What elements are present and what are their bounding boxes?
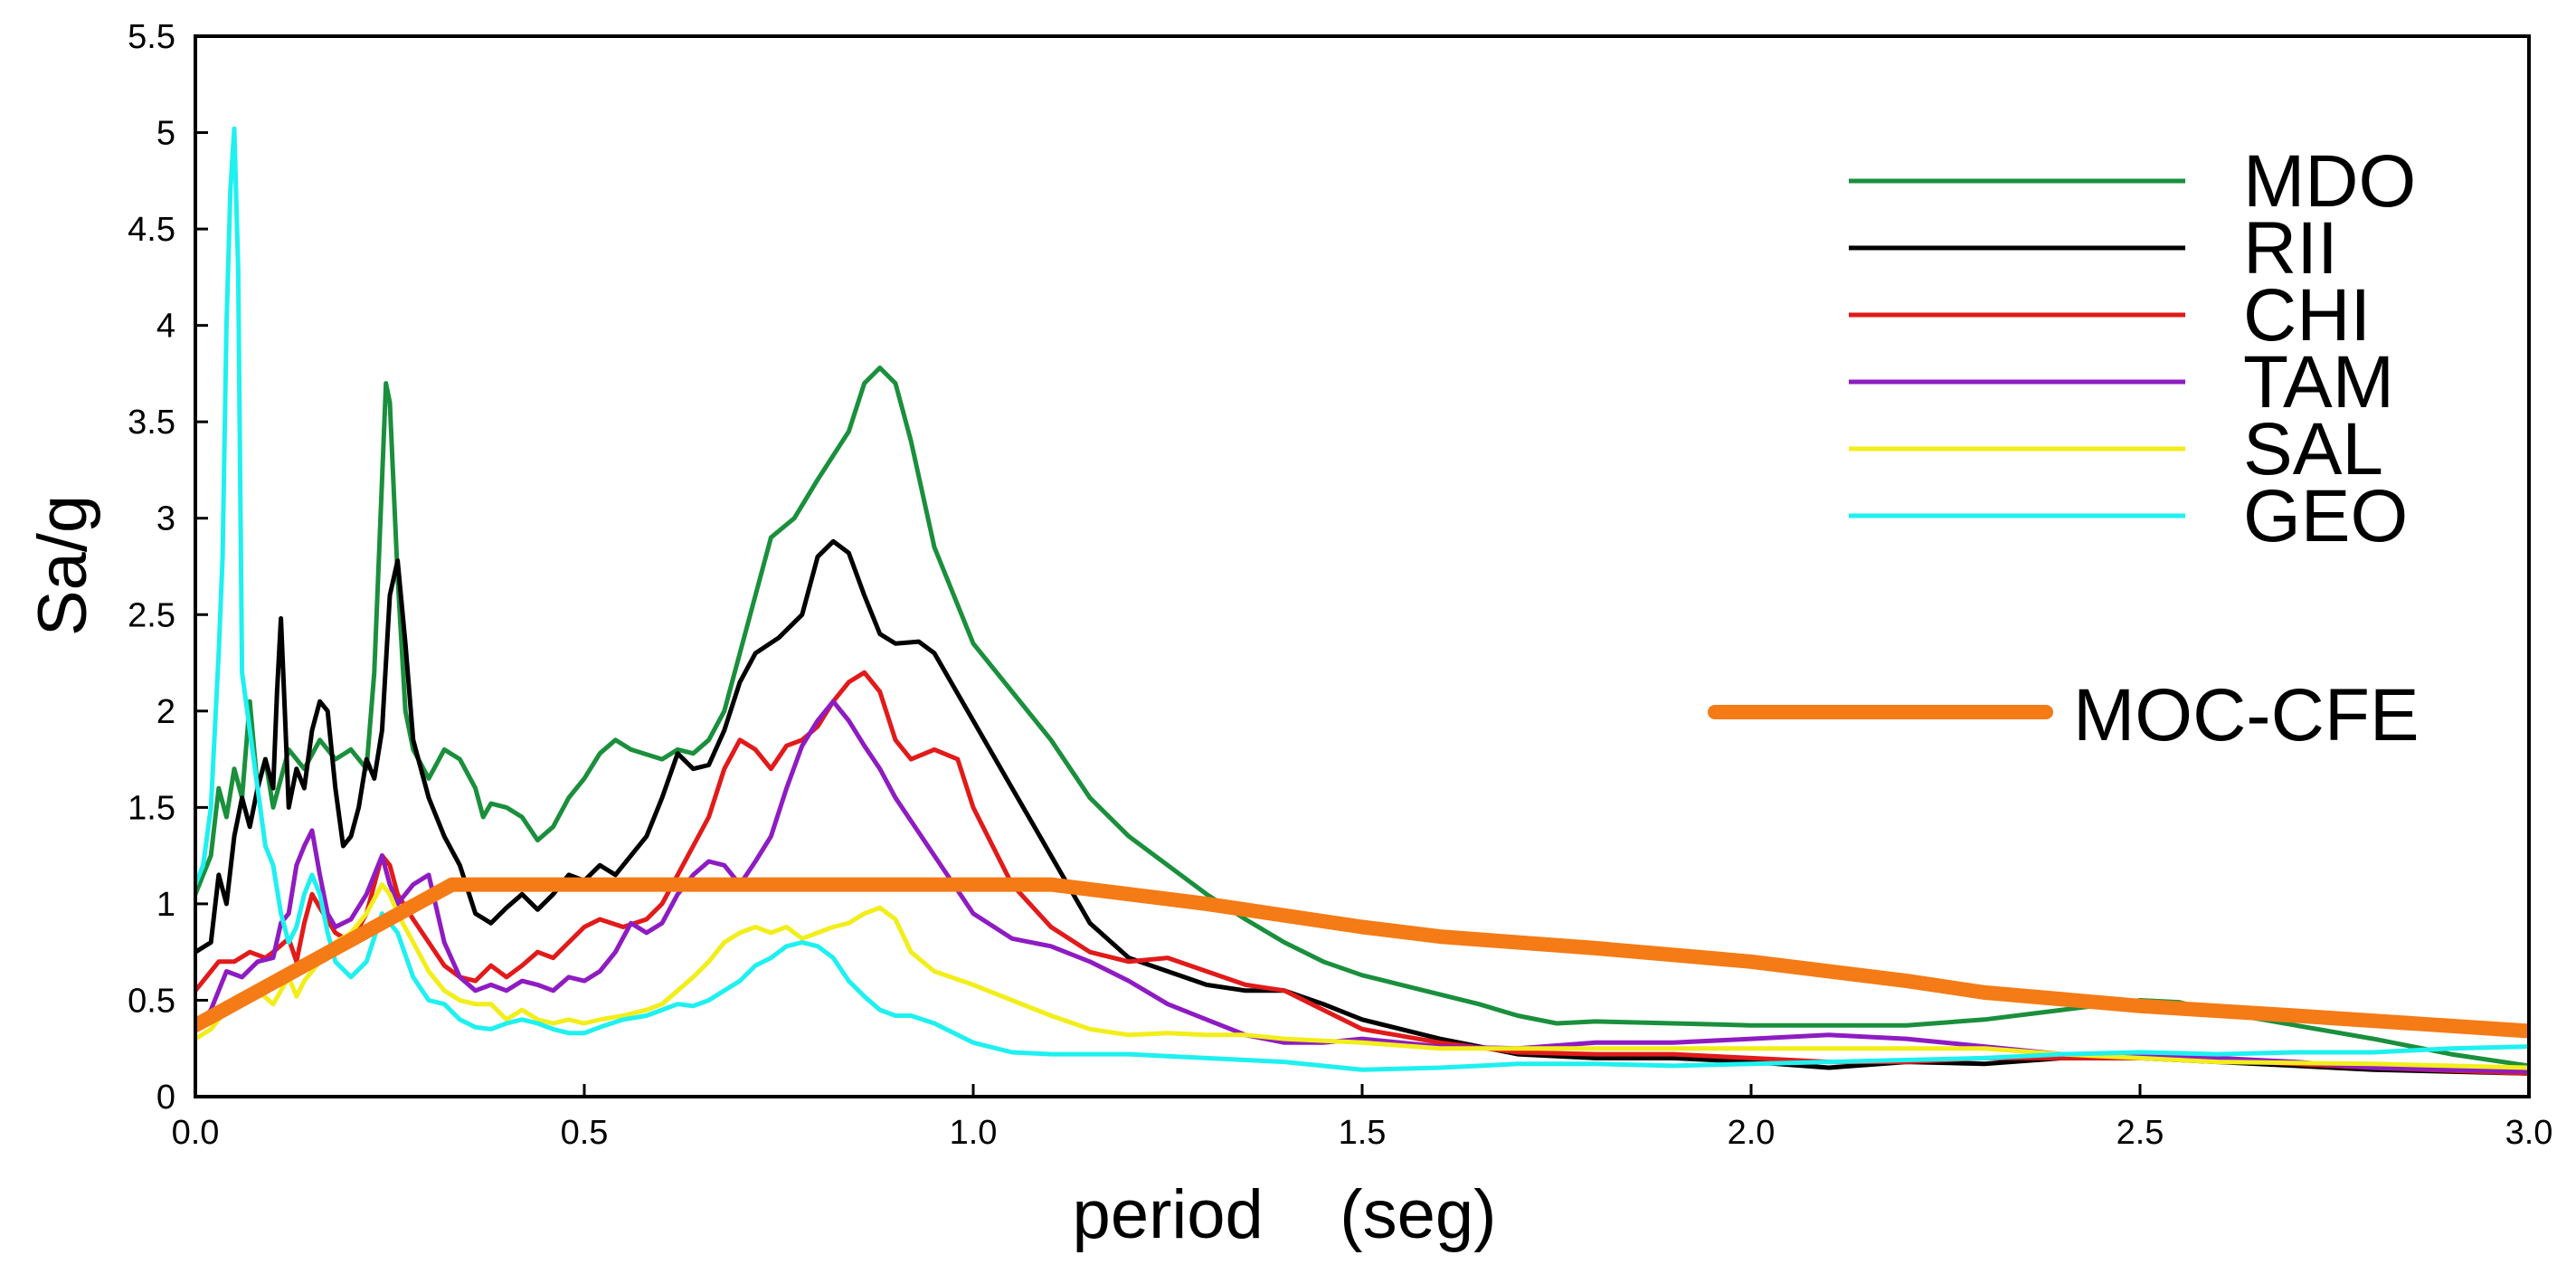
x-axis-title: period (seg) [1073, 1176, 1497, 1253]
legend-label-tam: TAM [2243, 341, 2394, 423]
x-tick-label: 2.0 [1728, 1114, 1776, 1152]
series-line-rii [195, 538, 2529, 1076]
y-tick-label: 0 [156, 1079, 175, 1117]
y-tick-label: 3 [156, 500, 175, 538]
y-tick-label: 1.5 [128, 789, 175, 827]
axis-ticks: 0.0 0.5 1.0 1.5 2.0 2.5 3.0 0 0.5 1 1.5 2 2.5 3 3.5 4 4.… [128, 18, 2552, 1152]
series-layer [195, 126, 2529, 1076]
y-tick-label: 2.5 [128, 596, 175, 634]
y-tick-label: 4 [156, 308, 175, 346]
series-line-mdo [195, 366, 2529, 1069]
legend-label-rii: RII [2243, 207, 2338, 290]
x-tick-label: 0.0 [172, 1114, 220, 1152]
x-tick-label: 3.0 [2505, 1114, 2553, 1152]
x-tick-label: 0.5 [561, 1114, 609, 1152]
y-tick-label: 5 [156, 115, 175, 153]
y-tick-label: 0.5 [128, 982, 175, 1020]
legend-label-geo: GEO [2243, 475, 2408, 557]
x-tick-label: 1.0 [950, 1114, 998, 1152]
legend-label-mdo: MDO [2243, 140, 2416, 223]
x-tick-label: 1.5 [1339, 1114, 1387, 1152]
y-axis-title: Sa/g [24, 495, 101, 636]
y-tick-label: 5.5 [128, 18, 175, 56]
series-line-moc-cfe [195, 877, 2529, 1039]
x-tick-label: 2.5 [2117, 1114, 2164, 1152]
y-tick-label: 4.5 [128, 211, 175, 249]
legend-label-chi: CHI [2243, 274, 2371, 357]
y-tick-label: 3.5 [128, 404, 175, 442]
legend-label-sal: SAL [2243, 408, 2383, 490]
legend-label-moc-cfe: MOC-CFE [2073, 674, 2420, 756]
y-tick-label: 2 [156, 693, 175, 731]
series-line-geo [195, 126, 2529, 1072]
series-line-sal [195, 882, 2529, 1070]
y-tick-label: 1 [156, 886, 175, 924]
plot-frame [194, 34, 2531, 1098]
